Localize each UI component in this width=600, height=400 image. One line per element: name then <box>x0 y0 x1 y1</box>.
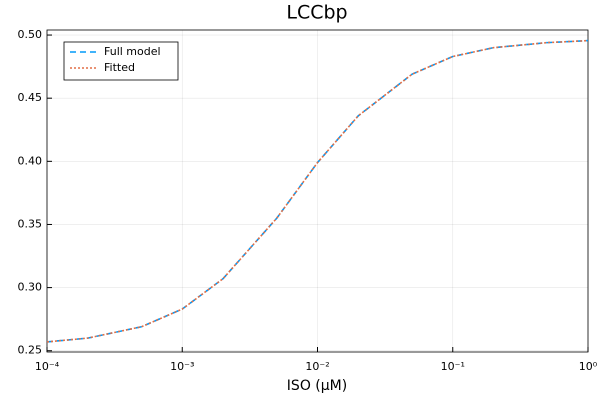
y-tick-label: 0.40 <box>18 154 43 167</box>
y-tick-label: 0.35 <box>18 217 43 230</box>
plot-frame <box>46 29 589 353</box>
y-tick-label: 0.30 <box>18 281 43 294</box>
y-tick-label: 0.50 <box>18 28 43 41</box>
y-tick-label: 0.45 <box>18 91 43 104</box>
x-tick-label: 10⁻² <box>305 360 329 373</box>
legend-box <box>63 41 179 81</box>
x-axis-label: ISO (μM) <box>287 378 347 394</box>
legend-label: Fitted <box>104 61 135 74</box>
x-tick-label: 10⁰ <box>579 360 598 373</box>
x-tick-label: 10⁻¹ <box>441 360 465 373</box>
x-tick-label: 10⁻⁴ <box>35 360 60 373</box>
legend-label: Full model <box>104 45 161 58</box>
x-tick-label: 10⁻³ <box>170 360 194 373</box>
y-tick-label: 0.25 <box>18 344 43 357</box>
chart-title: LCCbp <box>286 2 347 24</box>
series-line <box>46 39 589 343</box>
